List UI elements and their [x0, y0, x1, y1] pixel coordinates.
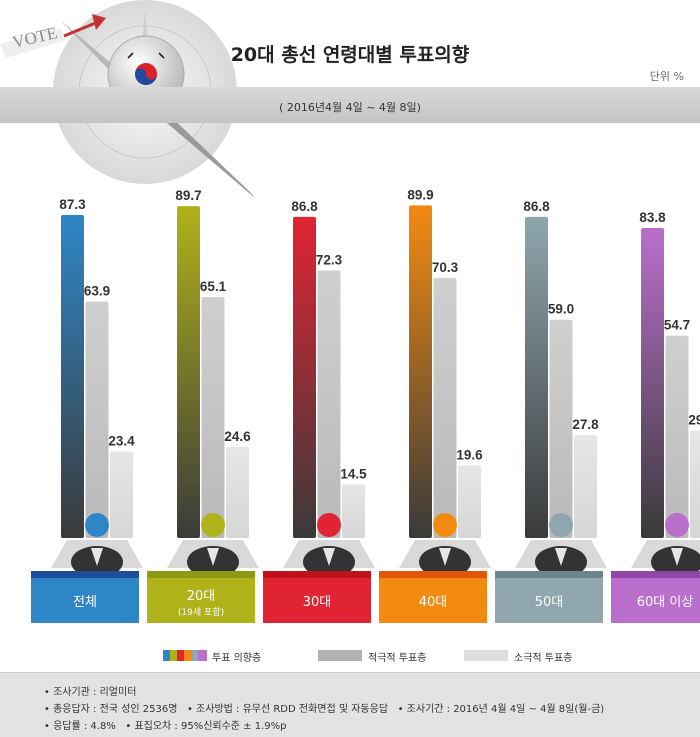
- bar: [293, 216, 316, 538]
- bar: [641, 227, 664, 538]
- bar: [574, 435, 597, 538]
- bar: [549, 319, 573, 538]
- footer-method: 조사방법 : 유무선 RDD 전화면접 및 자동응답: [196, 704, 389, 715]
- legend-label-passive: 소극적 투표층: [514, 653, 573, 664]
- person-icon: [515, 513, 607, 578]
- category-label: 30대: [303, 595, 332, 610]
- category-note: (19세 포함): [178, 607, 224, 618]
- bar: [201, 297, 225, 538]
- footer-line-2: • 총응답자 : 전국 성인 2536명 • 조사방법 : 유무선 RDD 전화…: [44, 704, 605, 715]
- data-label: 24.6: [224, 429, 251, 444]
- category-strip: [263, 571, 371, 578]
- legend: 투표 의향층 적극적 투표층 소극적 투표층: [0, 648, 700, 664]
- category-strip: [147, 571, 255, 578]
- category-label: 60대 이상: [637, 595, 694, 610]
- bar: [61, 214, 84, 539]
- bar: [317, 270, 341, 538]
- data-label: 23.4: [108, 433, 135, 448]
- data-label: 83.8: [639, 210, 666, 225]
- bar: [110, 451, 133, 538]
- category-label: 40대: [419, 595, 448, 610]
- category-box: [31, 578, 139, 623]
- category-box: [611, 578, 700, 623]
- legend-label-intent: 투표 의향층: [212, 653, 262, 664]
- data-label: 27.8: [572, 417, 599, 432]
- bar-group: 83.8 54.7 29.1 60대 이상: [611, 210, 700, 623]
- category-box: [147, 578, 255, 623]
- footer-line-3: • 응답률 : 4.8% • 표집오차 : 95%신뢰수준 ± 1.9%p: [44, 721, 287, 732]
- bar-group: 86.8 59.0 27.8 50대: [495, 199, 607, 623]
- data-label: 89.7: [175, 188, 201, 203]
- bar: [665, 335, 689, 538]
- bar: [433, 277, 457, 538]
- data-label: 59.0: [548, 302, 574, 317]
- person-icon: [167, 513, 259, 578]
- bar: [525, 216, 548, 538]
- category-label: 50대: [535, 595, 564, 610]
- bar-group: 86.8 72.3 14.5 30대: [263, 199, 375, 623]
- category-strip: [379, 571, 487, 578]
- unit-label: 단위 %: [649, 70, 684, 83]
- category-label: 전체: [73, 595, 97, 610]
- data-label: 29.1: [688, 412, 700, 427]
- legend-swatch-intent: [163, 650, 207, 661]
- bar: [85, 301, 109, 538]
- bar-group: 89.7 65.1 24.6 20대 (19세 포함): [147, 188, 259, 623]
- person-icon: [51, 513, 143, 578]
- data-label: 14.5: [340, 466, 367, 481]
- data-label: 63.9: [84, 284, 110, 299]
- category-label: 20대: [187, 589, 216, 604]
- person-icon: [283, 513, 375, 578]
- data-label: 65.1: [200, 279, 227, 294]
- bar: [458, 465, 481, 538]
- chart-subtitle: ( 2016년4월 4일 ~ 4월 8일): [279, 101, 421, 114]
- bar: [409, 205, 432, 538]
- category-box: [263, 578, 371, 623]
- category-strip: [31, 571, 139, 578]
- data-label: 70.3: [432, 260, 459, 275]
- bar: [690, 430, 700, 538]
- data-label: 89.9: [407, 187, 433, 202]
- legend-label-active: 적극적 투표층: [368, 653, 427, 664]
- data-label: 54.7: [664, 318, 690, 333]
- category-box: [379, 578, 487, 623]
- data-label: 86.8: [291, 199, 318, 214]
- data-label: 87.3: [59, 197, 86, 212]
- person-icon: [399, 513, 491, 578]
- bar: [177, 206, 200, 539]
- bar-group: 87.3 63.9 23.4 전체: [31, 197, 143, 623]
- footer-response-rate: 응답률 : 4.8%: [53, 721, 116, 732]
- bar-group: 89.9 70.3 19.6 40대: [379, 187, 491, 623]
- chart-title: 20대 총선 연령대별 투표의향: [230, 44, 470, 66]
- footer-notes: • 조사기관 : 리얼미터 • 총응답자 : 전국 성인 2536명 • 조사방…: [0, 672, 700, 737]
- footer-period: 조사기간 : 2016년 4월 4일 ~ 4월 8일(월-금): [406, 704, 605, 715]
- footer-respondents: 총응답자 : 전국 성인 2536명: [53, 704, 178, 715]
- data-label: 19.6: [456, 447, 483, 462]
- person-icon: [631, 513, 700, 578]
- legend-swatch-passive: [464, 650, 508, 661]
- category-box: [495, 578, 603, 623]
- bar: [226, 446, 249, 538]
- category-strip: [495, 571, 603, 578]
- legend-swatch-active: [318, 650, 362, 661]
- data-label: 72.3: [316, 252, 343, 267]
- subtitle-band: [0, 87, 700, 123]
- bar: [342, 484, 365, 538]
- footer-agency: 조사기관 : 리얼미터: [53, 687, 137, 698]
- category-strip: [611, 571, 700, 578]
- plot-area: 87.3 63.9 23.4 전체 89.7 65.1 24.6 20대 (19세 포함) 86.…: [31, 187, 700, 623]
- footer-sampling-error: 표집오차 : 95%신뢰수준 ± 1.9%p: [134, 721, 287, 732]
- footer-line-1: • 조사기관 : 리얼미터: [44, 687, 137, 698]
- data-label: 86.8: [523, 199, 550, 214]
